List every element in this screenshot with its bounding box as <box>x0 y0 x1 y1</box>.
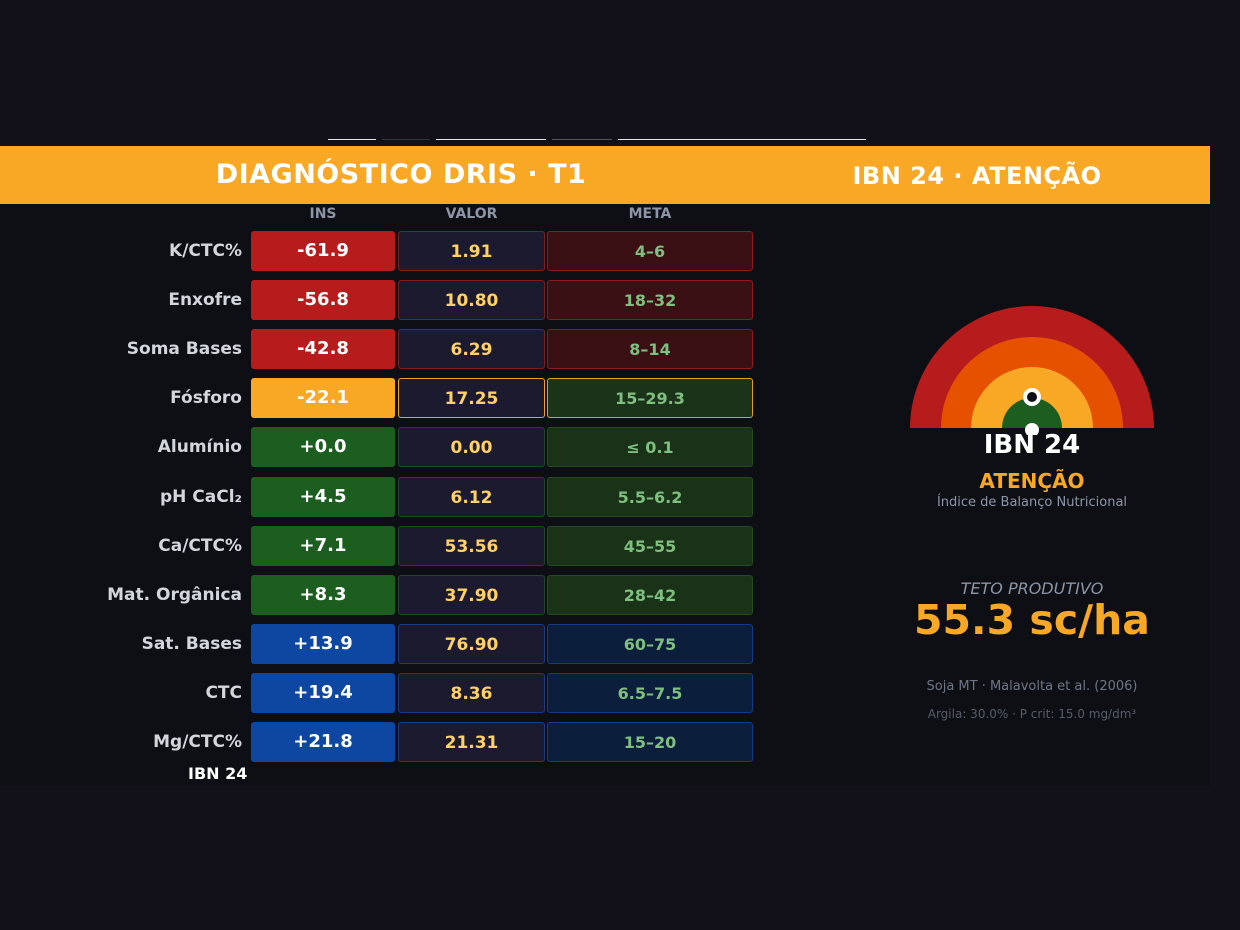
ins-cell: +4.5 <box>251 477 395 517</box>
ins-cell: -56.8 <box>251 280 395 320</box>
row-label: CTC <box>205 683 242 703</box>
meta-cell: 6.5–7.5 <box>547 673 753 713</box>
valor-cell: 21.31 <box>398 722 545 762</box>
header-bar: DIAGNÓSTICO DRIS · T1 IBN 24 · ATENÇÃO <box>0 146 1210 204</box>
meta-cell: ≤ 0.1 <box>547 427 753 467</box>
meta-cell: 45–55 <box>547 526 753 566</box>
valor-cell: 1.91 <box>398 231 545 271</box>
gauge-band-green <box>1002 398 1062 428</box>
valor-cell: 6.12 <box>398 477 545 517</box>
gauge-caption: Índice de Balanço Nutricional <box>936 495 1128 510</box>
row-label: Soma Bases <box>126 339 242 359</box>
ins-cell: +13.9 <box>251 624 395 664</box>
meta-cell: 60–75 <box>547 624 753 664</box>
teto-value: 55.3 sc/ha <box>914 596 1150 644</box>
table-row: Alumínio +0.0 0.00 ≤ 0.1 <box>0 427 760 467</box>
table-row: Soma Bases -42.8 6.29 8–14 <box>0 329 760 369</box>
ins-cell: -61.9 <box>251 231 395 271</box>
table-row: CTC +19.4 8.36 6.5–7.5 <box>0 673 760 713</box>
meta-cell: 5.5–6.2 <box>547 477 753 517</box>
header-status: IBN 24 · ATENÇÃO <box>852 162 1102 190</box>
ins-cell: +8.3 <box>251 575 395 615</box>
gauge-needle-center <box>1027 392 1037 402</box>
page-title: DIAGNÓSTICO DRIS · T1 <box>215 159 587 190</box>
valor-cell: 0.00 <box>398 427 545 467</box>
row-label: K/CTC% <box>169 241 242 261</box>
valor-cell: 76.90 <box>398 624 545 664</box>
meta-cell: 15–20 <box>547 722 753 762</box>
table-row: Fósforo -22.1 17.25 15–29.3 <box>0 378 760 418</box>
valor-cell: 37.90 <box>398 575 545 615</box>
soil-parameters: Argila: 30.0% · P crit: 15.0 mg/dm³ <box>927 707 1137 721</box>
teto-label: TETO PRODUTIVO <box>960 579 1104 598</box>
ins-cell: +0.0 <box>251 427 395 467</box>
ins-cell: +21.8 <box>251 722 395 762</box>
valor-cell: 53.56 <box>398 526 545 566</box>
row-label: Mat. Orgânica <box>107 585 242 605</box>
meta-cell: 15–29.3 <box>547 378 753 418</box>
row-label: Ca/CTC% <box>158 536 242 556</box>
valor-cell: 10.80 <box>398 280 545 320</box>
table-row: Mg/CTC% +21.8 21.31 15–20 <box>0 722 760 762</box>
column-header-meta: META <box>628 206 672 222</box>
column-header-ins: INS <box>309 206 337 222</box>
meta-cell: 18–32 <box>547 280 753 320</box>
table-row: Sat. Bases +13.9 76.90 60–75 <box>0 624 760 664</box>
column-header-valor: VALOR <box>445 206 498 222</box>
meta-cell: 4–6 <box>547 231 753 271</box>
row-label: Mg/CTC% <box>153 732 242 752</box>
ins-cell: +19.4 <box>251 673 395 713</box>
row-label: Sat. Bases <box>141 634 242 654</box>
decorative-top-lines <box>328 139 866 141</box>
table-footer-label: IBN 24 <box>188 764 248 783</box>
valor-cell: 8.36 <box>398 673 545 713</box>
ins-cell: +7.1 <box>251 526 395 566</box>
meta-cell: 28–42 <box>547 575 753 615</box>
row-label: Enxofre <box>168 290 242 310</box>
gauge-ibn-value: IBN 24 <box>983 430 1081 460</box>
table-row: K/CTC% -61.9 1.91 4–6 <box>0 231 760 271</box>
valor-cell: 17.25 <box>398 378 545 418</box>
table-row: Enxofre -56.8 10.80 18–32 <box>0 280 760 320</box>
gauge-status: ATENÇÃO <box>979 469 1085 493</box>
ins-cell: -42.8 <box>251 329 395 369</box>
source-reference: Soja MT · Malavolta et al. (2006) <box>926 679 1138 694</box>
table-row: Mat. Orgânica +8.3 37.90 28–42 <box>0 575 760 615</box>
ins-cell: -22.1 <box>251 378 395 418</box>
row-label: pH CaCl₂ <box>159 487 242 507</box>
table-row: Ca/CTC% +7.1 53.56 45–55 <box>0 526 760 566</box>
table-row: pH CaCl₂ +4.5 6.12 5.5–6.2 <box>0 477 760 517</box>
gauge-pivot <box>1025 423 1039 435</box>
ibn-gauge <box>910 306 1154 435</box>
valor-cell: 6.29 <box>398 329 545 369</box>
row-label: Fósforo <box>170 388 242 408</box>
row-label: Alumínio <box>157 437 242 457</box>
meta-cell: 8–14 <box>547 329 753 369</box>
